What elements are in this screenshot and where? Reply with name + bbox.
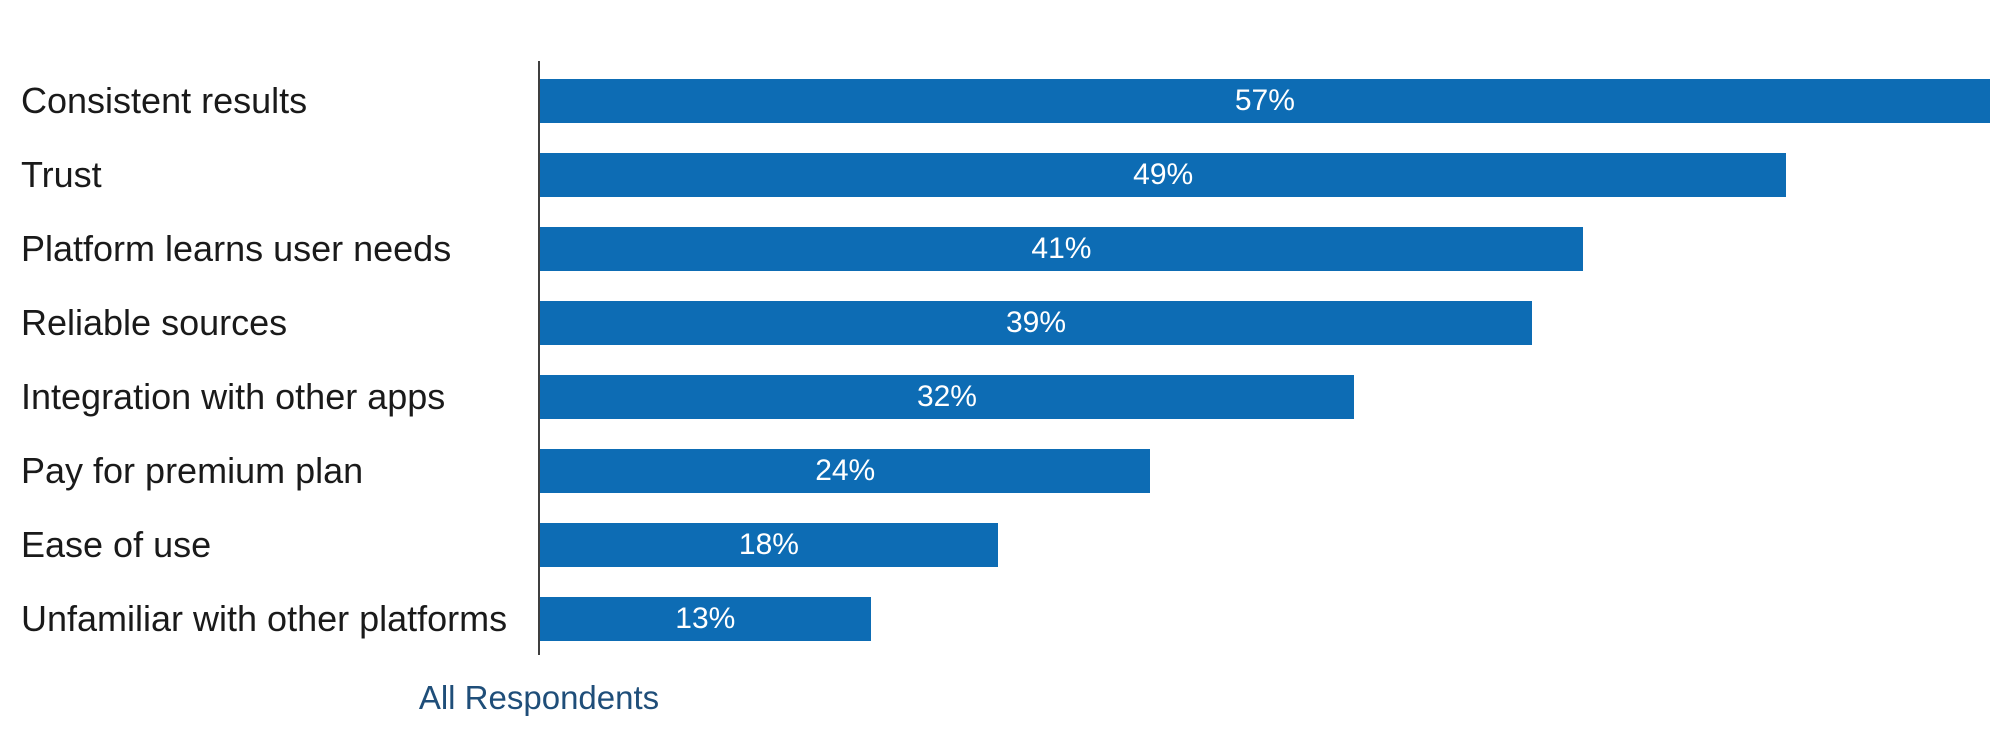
bar-row: Pay for premium plan 24%	[0, 434, 2000, 508]
bar-row: Reliable sources 39%	[0, 286, 2000, 360]
category-label: Platform learns user needs	[21, 228, 452, 269]
category-label: Ease of use	[21, 524, 212, 565]
bar: 32%	[540, 375, 1354, 419]
category-label: Consistent results	[21, 80, 308, 121]
category-label: Reliable sources	[21, 302, 288, 343]
bar-value-label: 32%	[916, 380, 977, 413]
series-label: All Respondents	[418, 679, 660, 716]
bar-value-label: 57%	[1234, 84, 1295, 117]
bar-area: 18%	[540, 508, 2000, 582]
category-label: Unfamiliar with other platforms	[21, 598, 508, 639]
bar-value-label: 24%	[815, 454, 876, 487]
bar-area: 57%	[540, 64, 2000, 138]
bar: 18%	[540, 523, 998, 567]
bar-value-label: 18%	[738, 528, 799, 561]
bar-area: 32%	[540, 360, 2000, 434]
category-label: Pay for premium plan	[21, 450, 364, 491]
bar-value-label: 13%	[675, 602, 736, 635]
bar-value-label: 39%	[1005, 306, 1067, 339]
bar-row: Integration with other apps 32%	[0, 360, 2000, 434]
bar-row: Unfamiliar with other platforms 13%	[0, 582, 2000, 656]
bar: 49%	[540, 153, 1787, 197]
bar-value-label: 41%	[1031, 232, 1092, 265]
bar-row: Trust 49%	[0, 138, 2000, 212]
bar-value-label: 49%	[1133, 158, 1194, 191]
category-label: Trust	[21, 154, 102, 195]
bar: 39%	[540, 301, 1532, 345]
bar-rows: Consistent results 57% Trust 49% Platfor…	[0, 64, 2000, 656]
bar: 57%	[540, 79, 1990, 123]
y-axis-line	[538, 61, 540, 655]
bar-area: 13%	[540, 582, 2000, 656]
category-label: Integration with other apps	[21, 376, 446, 417]
bar: 41%	[540, 227, 1583, 271]
bar-row: Platform learns user needs 41%	[0, 212, 2000, 286]
bar-row: Consistent results 57%	[0, 64, 2000, 138]
bar-row: Ease of use 18%	[0, 508, 2000, 582]
bar-area: 41%	[540, 212, 2000, 286]
bar: 24%	[540, 449, 1151, 493]
bar-area: 24%	[540, 434, 2000, 508]
bar-area: 49%	[540, 138, 2000, 212]
bar-area: 39%	[540, 286, 2000, 360]
bar: 13%	[540, 597, 871, 641]
